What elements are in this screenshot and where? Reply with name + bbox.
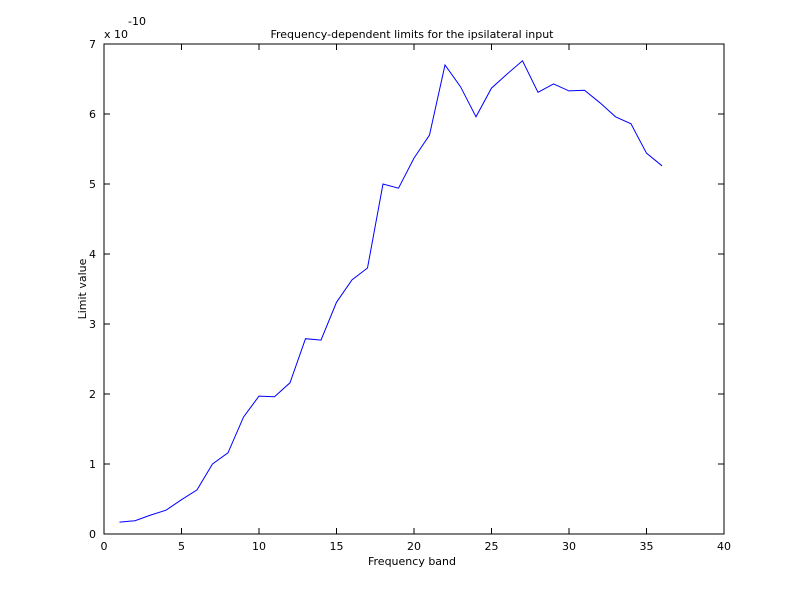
y-tick-label: 7 <box>89 38 96 51</box>
x-tick-label: 30 <box>562 540 576 553</box>
x-tick-label: 25 <box>485 540 499 553</box>
x-tick-label: 10 <box>252 540 266 553</box>
y-tick-label: 1 <box>89 458 96 471</box>
x-tick-label: 20 <box>407 540 421 553</box>
x-tick-label: 15 <box>330 540 344 553</box>
y-exponent: -10 <box>128 15 146 28</box>
data-line <box>119 60 663 523</box>
y-tick-label: 4 <box>89 248 96 261</box>
axes-box <box>103 43 725 535</box>
y-multiplier: x 10 <box>104 28 128 41</box>
x-tick-label: 35 <box>640 540 654 553</box>
x-axis-label: Frequency band <box>368 555 456 568</box>
x-tick-label: 40 <box>717 540 731 553</box>
y-tick-label: 5 <box>89 178 96 191</box>
y-tick-label: 2 <box>89 388 96 401</box>
chart-title: Frequency-dependent limits for the ipsil… <box>270 28 554 41</box>
y-axis-label: Limit value <box>76 258 89 319</box>
x-tick-label: 5 <box>178 540 185 553</box>
y-tick-label: 3 <box>89 318 96 331</box>
y-tick-label: 6 <box>89 108 96 121</box>
x-tick-label: 0 <box>101 540 108 553</box>
y-tick-label: 0 <box>89 528 96 541</box>
